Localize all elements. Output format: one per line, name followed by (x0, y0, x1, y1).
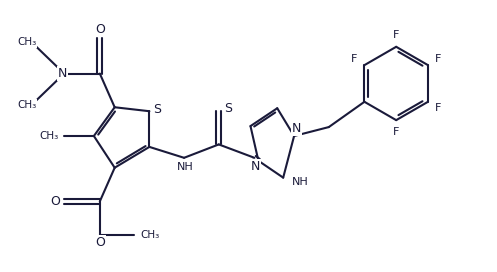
Text: O: O (95, 236, 105, 249)
Text: F: F (435, 103, 441, 113)
Text: CH₃: CH₃ (141, 230, 160, 240)
Text: F: F (435, 54, 441, 64)
Text: NH: NH (292, 177, 309, 187)
Text: NH: NH (177, 162, 193, 172)
Text: N: N (251, 160, 260, 173)
Text: N: N (291, 122, 301, 135)
Text: O: O (50, 195, 60, 208)
Text: F: F (351, 54, 357, 64)
Text: N: N (58, 67, 67, 80)
Text: O: O (95, 23, 105, 36)
Text: CH₃: CH₃ (17, 37, 36, 47)
Text: F: F (393, 127, 400, 137)
Text: S: S (224, 102, 232, 115)
Text: CH₃: CH₃ (39, 131, 58, 141)
Text: S: S (153, 103, 162, 116)
Text: CH₃: CH₃ (17, 100, 36, 110)
Text: F: F (393, 30, 400, 40)
